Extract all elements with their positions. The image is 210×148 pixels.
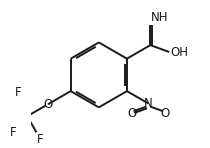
Text: F: F: [37, 133, 44, 146]
Text: OH: OH: [170, 46, 188, 58]
Text: N: N: [144, 97, 153, 110]
Text: NH: NH: [151, 11, 169, 24]
Text: O: O: [161, 107, 170, 120]
Text: O: O: [127, 107, 136, 120]
Text: O: O: [43, 98, 52, 111]
Text: F: F: [10, 126, 16, 139]
Text: F: F: [15, 86, 21, 99]
